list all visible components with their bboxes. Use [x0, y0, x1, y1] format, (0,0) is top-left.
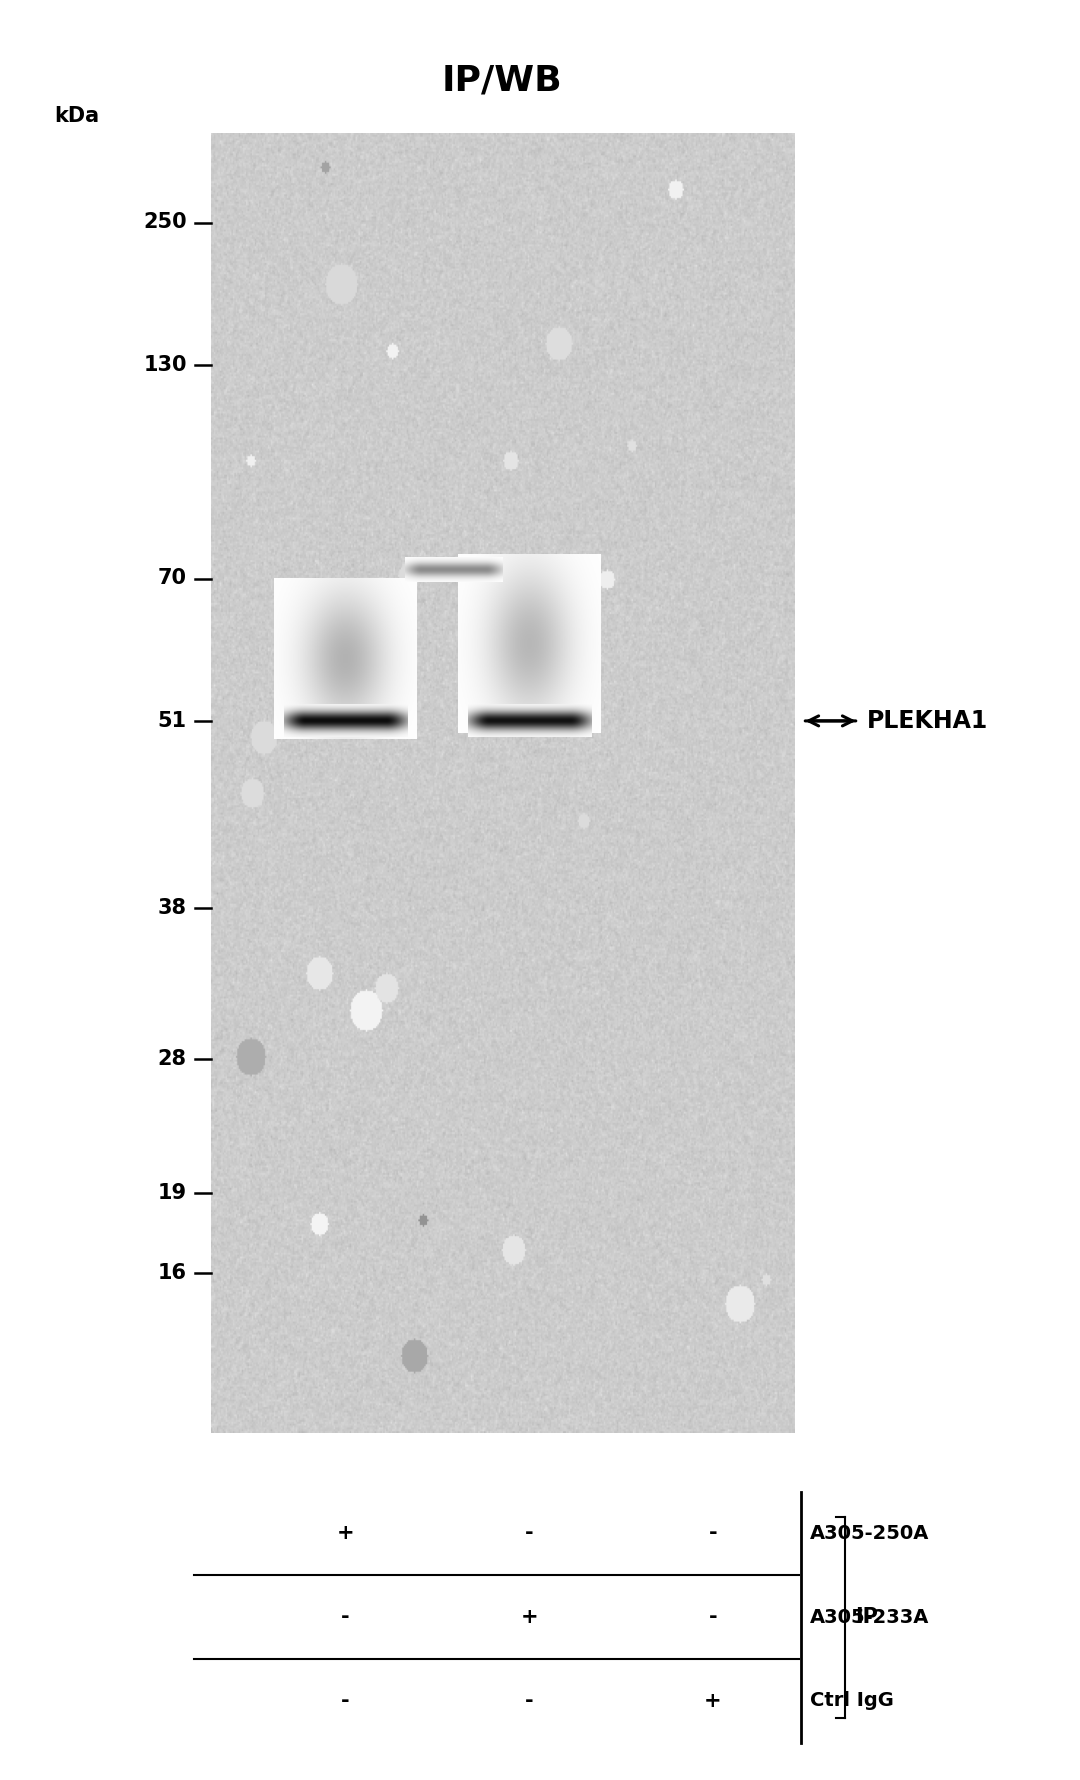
Text: IP: IP — [855, 1607, 878, 1627]
Text: 28: 28 — [158, 1048, 187, 1070]
Text: 51: 51 — [158, 710, 187, 732]
Text: 70: 70 — [158, 568, 187, 589]
Text: 130: 130 — [144, 354, 187, 376]
Text: +: + — [704, 1691, 721, 1711]
Text: 250: 250 — [144, 212, 187, 233]
Text: -: - — [341, 1607, 350, 1627]
Text: Ctrl IgG: Ctrl IgG — [810, 1691, 894, 1711]
Text: -: - — [708, 1607, 717, 1627]
Text: 16: 16 — [158, 1262, 187, 1283]
Text: -: - — [525, 1524, 534, 1543]
Text: A305-233A: A305-233A — [810, 1607, 930, 1627]
Text: +: + — [521, 1607, 538, 1627]
Text: -: - — [525, 1691, 534, 1711]
Text: -: - — [341, 1691, 350, 1711]
Text: PLEKHA1: PLEKHA1 — [867, 708, 988, 733]
Text: A305-250A: A305-250A — [810, 1524, 930, 1543]
Text: 19: 19 — [158, 1182, 187, 1203]
Text: -: - — [708, 1524, 717, 1543]
Text: 38: 38 — [158, 897, 187, 918]
Text: kDa: kDa — [54, 105, 99, 126]
Text: IP/WB: IP/WB — [442, 64, 563, 98]
Text: +: + — [337, 1524, 354, 1543]
